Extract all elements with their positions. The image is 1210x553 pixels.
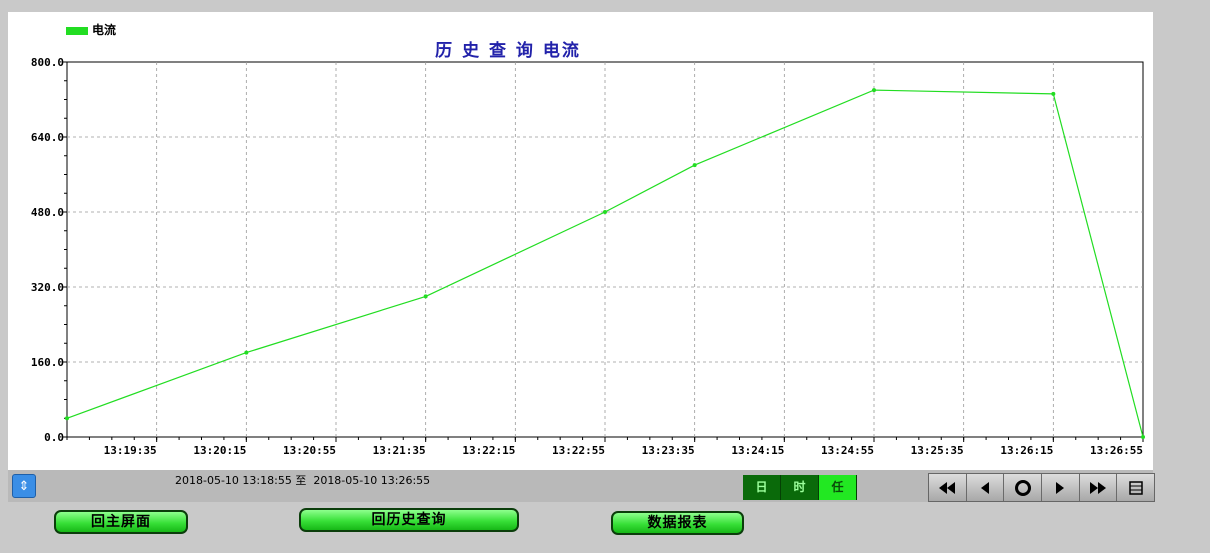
- fast-forward-icon[interactable]: [1079, 474, 1118, 501]
- y-tick-label: 480.0: [31, 206, 64, 219]
- x-tick-label: 13:20:15: [193, 444, 246, 457]
- data-point: [692, 163, 697, 168]
- home-screen-button[interactable]: 回主屏面: [54, 510, 188, 534]
- series-line: [66, 89, 1144, 438]
- granularity-hour-button[interactable]: 时: [781, 475, 819, 500]
- line-chart: 0.0 160.0 320.0 480.0 640.0 800.0 13:19:35 13:2…: [31, 56, 1145, 457]
- granularity-any-button[interactable]: 任: [819, 475, 857, 500]
- data-point: [423, 294, 428, 299]
- y-tick-label: 320.0: [31, 281, 64, 294]
- x-tick-label: 13:25:35: [911, 444, 964, 457]
- record-icon[interactable]: [1004, 474, 1043, 501]
- x-tick-label: 13:22:55: [552, 444, 605, 457]
- next-icon[interactable]: [1042, 474, 1080, 501]
- x-tick-label: 13:26:15: [1000, 444, 1053, 457]
- data-point: [872, 88, 876, 93]
- data-point: [65, 416, 69, 421]
- data-report-button[interactable]: 数据报表: [611, 511, 744, 535]
- data-point: [1141, 435, 1145, 439]
- chart-panel: 0.0 160.0 320.0 480.0 640.0 800.0 13:19:35 13:2…: [8, 12, 1153, 470]
- x-tick-label: 13:24:55: [821, 444, 874, 457]
- x-tick-label: 13:19:35: [104, 444, 157, 457]
- legend-swatch: [66, 27, 88, 35]
- x-tick-label: 13:26:55: [1090, 444, 1143, 457]
- y-tick-label: 0.0: [44, 431, 64, 444]
- x-tick-label: 13:21:35: [373, 444, 426, 457]
- prev-icon[interactable]: [966, 474, 1005, 501]
- data-point: [244, 350, 249, 355]
- time-range-label: 2018-05-10 13:18:55 至 2018-05-10 13:26:5…: [175, 474, 431, 487]
- playback-controls: [928, 473, 1155, 502]
- granularity-selector: 日 时 任: [743, 475, 857, 500]
- data-point: [603, 210, 607, 214]
- list-icon[interactable]: [1117, 474, 1155, 501]
- x-tick-label: 13:22:15: [462, 444, 515, 457]
- y-tick-label: 160.0: [31, 356, 64, 369]
- rewind-icon[interactable]: [929, 474, 967, 501]
- x-tick-label: 13:23:35: [642, 444, 695, 457]
- x-tick-label: 13:20:55: [283, 444, 336, 457]
- granularity-day-button[interactable]: 日: [743, 475, 781, 500]
- up-down-icon[interactable]: ⇕: [12, 474, 36, 498]
- chart-title: 历 史 查 询 电流: [435, 41, 581, 61]
- legend-label: 电流: [92, 23, 117, 37]
- data-point: [1051, 91, 1056, 96]
- x-tick-label: 13:24:15: [731, 444, 784, 457]
- y-tick-label: 640.0: [31, 131, 64, 144]
- y-tick-label: 800.0: [31, 56, 64, 69]
- history-query-button[interactable]: 回历史查询: [299, 508, 519, 532]
- status-bar: ⇕ 2018-05-10 13:18:55 至 2018-05-10 13:26…: [8, 470, 1155, 502]
